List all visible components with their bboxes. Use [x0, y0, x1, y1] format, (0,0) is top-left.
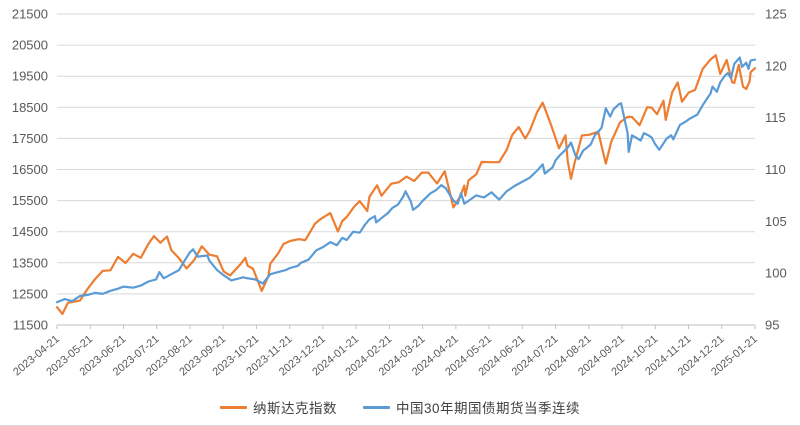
y-axis-label-right: 125: [765, 7, 787, 22]
chart-legend: 纳斯达克指数 中国30年期国债期货当季连续: [0, 397, 800, 417]
y-axis-label-right: 95: [765, 318, 779, 333]
y-axis-label-left: 12500: [12, 286, 48, 301]
legend-swatch-icon: [362, 405, 390, 409]
y-axis-label-right: 115: [765, 110, 786, 125]
y-axis-label-left: 19500: [12, 69, 48, 84]
legend-swatch-icon: [219, 405, 247, 409]
y-axis-label-left: 21500: [12, 7, 48, 22]
y-axis-label-left: 18500: [12, 100, 48, 115]
y-axis-label-left: 14500: [12, 224, 48, 239]
y-axis-label-left: 13500: [12, 255, 48, 270]
y-axis-label-right: 110: [765, 162, 786, 177]
y-axis-label-left: 15500: [12, 193, 48, 208]
legend-label: 中国30年期国债期货当季连续: [395, 401, 581, 416]
y-axis-label-left: 11500: [13, 318, 48, 333]
y-axis-label-right: 105: [765, 214, 787, 229]
y-axis-label-right: 100: [765, 266, 787, 281]
legend-item-1: 中国30年期国债期货当季连续: [362, 397, 581, 417]
y-axis-label-left: 17500: [12, 131, 48, 146]
legend-label: 纳斯达克指数: [252, 401, 337, 416]
y-axis-label-left: 20500: [12, 38, 48, 53]
series-line-1: [55, 56, 757, 304]
y-axis-label-right: 120: [765, 58, 787, 73]
y-axis-label-left: 16500: [12, 162, 48, 177]
legend-item-0: 纳斯达克指数: [219, 397, 337, 417]
series-line-0: [55, 54, 757, 316]
